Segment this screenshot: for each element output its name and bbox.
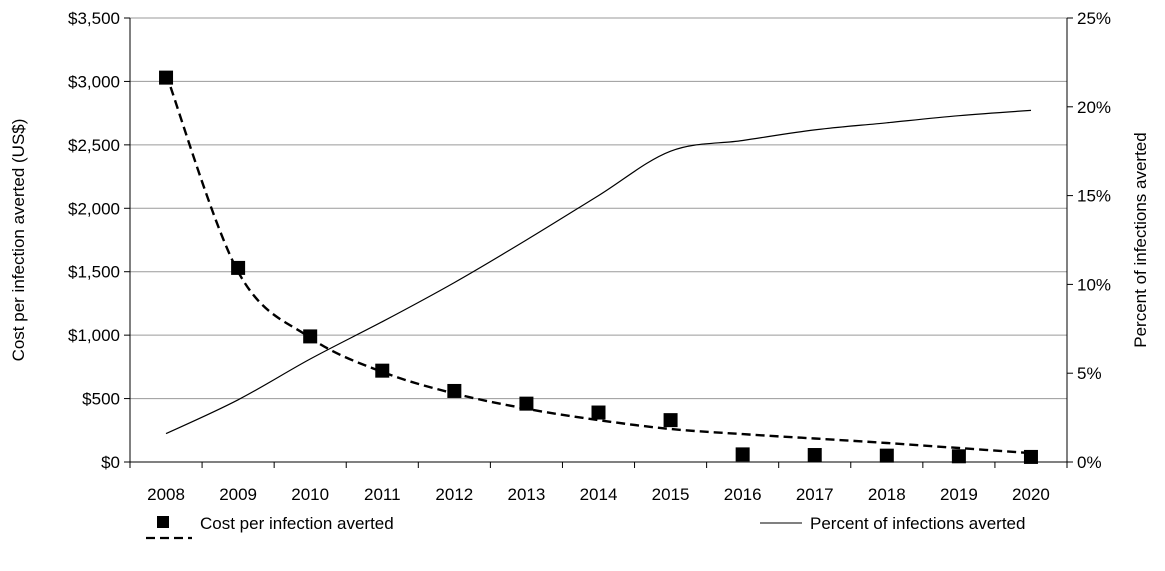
legend: Cost per infection averted Percent of in…: [146, 514, 1025, 540]
y-tick-label-right-5: 25%: [1077, 9, 1111, 28]
y-tick-label-left-7: $3,500: [68, 9, 120, 28]
cost-marker-2017: [807, 448, 822, 463]
x-tick-label-4: 2012: [435, 485, 473, 504]
y-tick-label-right-4: 20%: [1077, 98, 1111, 117]
series-marks: [159, 70, 1038, 464]
y-tick-label-left-2: $1,000: [68, 326, 120, 345]
x-tick-label-8: 2016: [724, 485, 762, 504]
series-percent-line: [165, 109, 1032, 435]
series-cost-trend-line: [164, 73, 1032, 455]
cost-marker-2016: [735, 447, 750, 462]
x-tick-label-11: 2019: [940, 485, 978, 504]
legend-label-cost: Cost per infection averted: [200, 514, 394, 533]
y-tick-label-right-3: 15%: [1077, 187, 1111, 206]
cost-marker-2019: [951, 449, 966, 464]
x-tick-label-9: 2017: [796, 485, 834, 504]
y-tick-label-left-1: $500: [82, 390, 120, 409]
cost-marker-2008: [159, 70, 174, 85]
x-tick-label-1: 2009: [219, 485, 257, 504]
y-tick-label-left-5: $2,500: [68, 136, 120, 155]
y-tick-label-left-4: $2,000: [68, 199, 120, 218]
x-tick-label-5: 2013: [508, 485, 546, 504]
legend-label-percent: Percent of infections averted: [810, 514, 1025, 533]
y-tick-label-left-3: $1,500: [68, 263, 120, 282]
gridlines: [130, 17, 1067, 400]
legend-item-cost: Cost per infection averted: [146, 514, 394, 540]
cost-marker-2013: [519, 396, 534, 411]
cost-marker-2018: [879, 448, 894, 463]
x-tick-label-0: 2008: [147, 485, 185, 504]
y-tick-label-left-0: $0: [101, 453, 120, 472]
cost-marker-2015: [663, 413, 678, 428]
cost-marker-2009: [231, 260, 246, 275]
y-axis-title-left: Cost per infection averted (US$): [9, 119, 28, 362]
cost-marker-2020: [1023, 449, 1038, 464]
y-axis-title-right: Percent of infections averted: [1131, 132, 1150, 347]
x-tick-label-12: 2020: [1012, 485, 1050, 504]
x-tick-label-6: 2014: [580, 485, 618, 504]
x-tick-label-2: 2010: [291, 485, 329, 504]
cost-marker-2010: [303, 329, 318, 344]
legend-item-percent: Percent of infections averted: [760, 514, 1025, 533]
y-tick-label-right-2: 10%: [1077, 275, 1111, 294]
y-tick-label-right-0: 0%: [1077, 453, 1102, 472]
axes: [124, 17, 1073, 468]
cost-marker-2012: [447, 383, 462, 398]
y-tick-label-right-1: 5%: [1077, 364, 1102, 383]
cost-marker-2014: [591, 405, 606, 420]
cost-marker-2011: [375, 363, 390, 378]
x-tick-label-10: 2018: [868, 485, 906, 504]
tick-labels: $0 $500 $1,000 $1,500 $2,000 $2,500 $3,000 $3,5…: [68, 9, 1111, 504]
y-tick-label-left-6: $3,000: [68, 72, 120, 91]
x-tick-label-7: 2015: [652, 485, 690, 504]
legend-cost-marker: [157, 516, 169, 528]
x-tick-label-3: 2011: [364, 485, 401, 504]
